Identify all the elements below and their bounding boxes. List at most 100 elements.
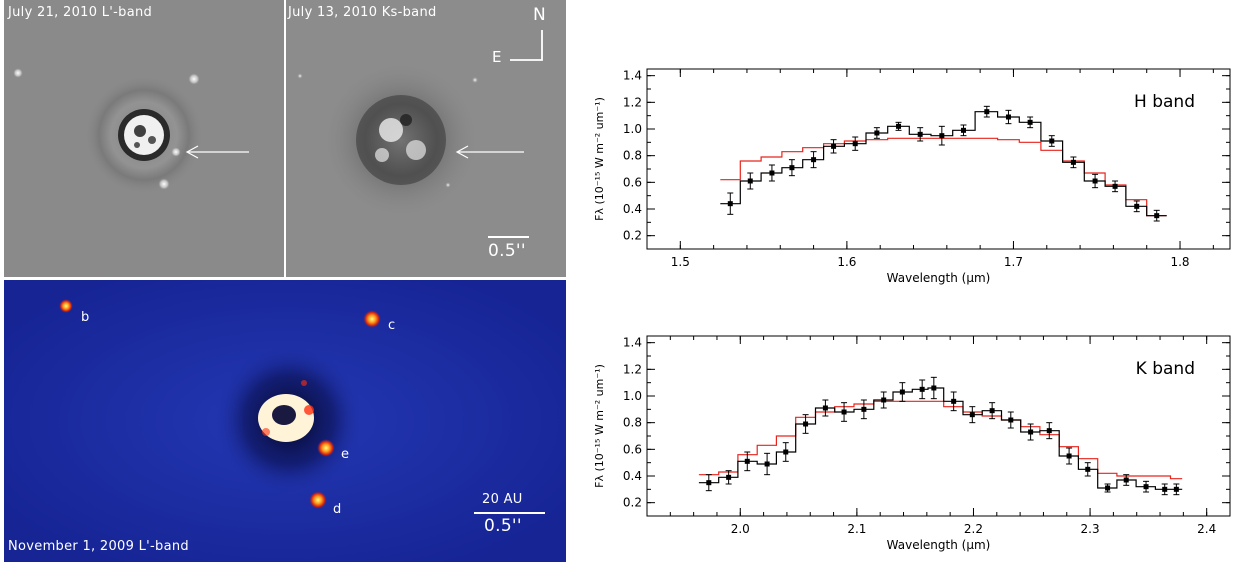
data-point (874, 130, 880, 136)
image-caption: July 13, 2010 Ks-band (288, 5, 437, 20)
compass-arrows (510, 30, 543, 61)
y-tick-label: 1.0 (623, 389, 642, 403)
data-point (1143, 484, 1149, 490)
data-point (939, 133, 945, 139)
y-tick-label: 1.2 (623, 95, 642, 109)
x-axis-label: Wavelength (μm) (887, 271, 991, 285)
x-tick-label: 1.7 (1004, 255, 1023, 269)
scale-label: 0.5'' (488, 241, 526, 261)
planet-c (363, 310, 381, 328)
y-tick-label: 0.8 (623, 149, 642, 163)
model-series-line (720, 137, 1167, 217)
data-point (726, 474, 732, 480)
data-point (1070, 159, 1076, 165)
data-point (881, 397, 887, 403)
data-point (852, 141, 858, 147)
scale-label: 0.5'' (484, 516, 522, 536)
x-tick-label: 1.8 (1170, 255, 1189, 269)
planet-spot (171, 147, 181, 157)
data-point (951, 398, 957, 404)
ksband-2010-image (297, 30, 543, 238)
planet-label-c: c (388, 318, 396, 333)
x-tick-label: 2.2 (964, 522, 983, 536)
data-point (1066, 453, 1072, 459)
data-point (919, 386, 925, 392)
x-tick-label: 2.3 (1081, 522, 1100, 536)
lband-2010-image (13, 68, 249, 195)
data-point (1028, 429, 1034, 435)
planet-spot (188, 73, 200, 85)
data-series-line (698, 387, 1183, 490)
planet-e (317, 439, 335, 457)
x-tick-label: 1.6 (837, 255, 856, 269)
data-point (984, 109, 990, 115)
y-axis-label: Fλ (10⁻¹⁵ W m⁻² um⁻¹) (593, 364, 606, 488)
planet-label-e: e (341, 447, 350, 462)
k-band-chart: 2.0 2.1 2.2 2.3 2.4 0.2 0.4 0.6 0.8 1.0 1.2 1.4 Wave… (585, 322, 1235, 562)
data-point (744, 458, 750, 464)
image-panel-lband-2010: July 21, 2010 L'-band (4, 0, 284, 277)
data-point (783, 449, 789, 455)
y-tick-label: 1.0 (623, 122, 642, 136)
h-band-plot: 1.5 1.6 1.7 1.8 0.2 0.4 0.6 0.8 1.0 1.2 1.4 Wavelen… (593, 68, 1231, 285)
plot-frame (646, 68, 1231, 250)
compass-east-label: E (492, 48, 502, 66)
y-tick-label: 1.2 (623, 362, 642, 376)
planet-spot (158, 178, 170, 190)
image-panel-ksband-2010: July 13, 2010 Ks-band N E 0.5'' (286, 0, 566, 277)
x-tick-label: 2.0 (731, 522, 750, 536)
data-point (831, 143, 837, 149)
y-tick-label: 0.6 (623, 175, 642, 189)
compass-north-label: N (533, 5, 547, 25)
y-tick-label: 0.2 (623, 496, 642, 510)
planet-spot (445, 182, 451, 188)
band-label: K band (1136, 359, 1195, 379)
data-point (969, 412, 975, 418)
data-point (917, 131, 923, 137)
data-point (822, 405, 828, 411)
data-point (1008, 417, 1014, 423)
data-point (1154, 213, 1160, 219)
data-point (899, 389, 905, 395)
planet-d (309, 491, 327, 509)
data-point (931, 385, 937, 391)
y-tick-label: 1.4 (623, 69, 642, 83)
data-point (811, 157, 817, 163)
planet-spot (471, 76, 479, 84)
data-point (789, 165, 795, 171)
planet-spot (297, 73, 303, 79)
data-point (1162, 486, 1168, 492)
x-axis-label: Wavelength (μm) (887, 538, 991, 552)
data-point (1173, 486, 1179, 492)
y-tick-label: 1.4 (623, 336, 642, 350)
lband-2009-image (4, 280, 566, 562)
arrow-head (185, 145, 199, 159)
data-point (803, 421, 809, 427)
data-point (764, 461, 770, 467)
data-point (1085, 466, 1091, 472)
y-axis-label: Fλ (10⁻¹⁵ W m⁻² um⁻¹) (593, 97, 606, 221)
arrow-head (455, 145, 469, 159)
data-point (1123, 477, 1129, 483)
data-point (896, 123, 902, 129)
data-point (1027, 119, 1033, 125)
data-point (989, 408, 995, 414)
k-band-plot: 2.0 2.1 2.2 2.3 2.4 0.2 0.4 0.6 0.8 1.0 1.2 1.4 Wave… (593, 335, 1231, 552)
band-label: H band (1134, 92, 1195, 112)
planet-b (59, 299, 73, 313)
data-point (1112, 183, 1118, 189)
data-point (1005, 114, 1011, 120)
data-point (960, 127, 966, 133)
image-caption: July 21, 2010 L'-band (8, 5, 153, 20)
image-caption: November 1, 2009 L'-band (8, 539, 189, 554)
x-tick-label: 1.5 (671, 255, 690, 269)
data-point (1049, 138, 1055, 144)
scale-top-label: 20 AU (482, 492, 523, 507)
data-point (747, 178, 753, 184)
data-point (1046, 428, 1052, 434)
plot-frame (646, 335, 1231, 517)
planet-label-b: b (81, 310, 90, 325)
data-point (1134, 203, 1140, 209)
model-series-line (698, 400, 1183, 480)
x-tick-label: 2.4 (1197, 522, 1216, 536)
